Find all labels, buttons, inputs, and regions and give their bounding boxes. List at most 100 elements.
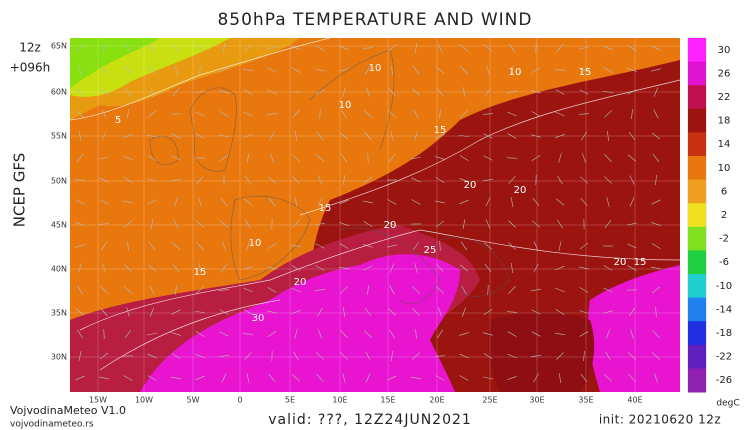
- wind-arrow: [99, 177, 109, 183]
- wind-arrow: [532, 220, 540, 228]
- wind-arrow: [124, 286, 132, 294]
- contour-label: 20: [514, 185, 527, 196]
- wind-arrow: [173, 219, 179, 229]
- wind-arrow: [75, 221, 85, 227]
- wind-arrow: [558, 153, 562, 163]
- contour-label: 20: [294, 277, 307, 288]
- wind-arrow: [102, 263, 106, 273]
- wind-arrow: [243, 89, 253, 95]
- lon-label: 10E: [332, 396, 347, 405]
- wind-arrow: [366, 87, 370, 97]
- wind-arrow: [171, 133, 181, 139]
- wind-arrow: [196, 175, 204, 185]
- wind-arrow: [76, 88, 84, 96]
- wind-arrow: [606, 329, 610, 339]
- wind-arrow: [463, 87, 465, 97]
- wind-arrow: [363, 176, 373, 184]
- wind-arrow: [196, 286, 204, 294]
- wind-arrow: [533, 373, 539, 383]
- wind-arrow: [435, 133, 445, 139]
- contour-label: 15: [434, 125, 447, 136]
- wind-arrow: [123, 375, 133, 381]
- wind-arrow: [510, 197, 514, 207]
- wind-arrow: [508, 242, 516, 250]
- wind-arrow: [411, 376, 421, 380]
- lat-label: 30N: [51, 353, 67, 362]
- wind-arrow: [172, 242, 180, 250]
- wind-arrow: [101, 131, 107, 141]
- wind-arrow: [411, 177, 421, 183]
- wind-arrow: [387, 244, 397, 248]
- wind-arrow: [411, 156, 421, 160]
- wind-arrow: [557, 219, 563, 229]
- wind-arrow: [531, 331, 541, 337]
- lat-label: 45N: [51, 221, 67, 230]
- colorbar-unit: degC: [716, 399, 739, 409]
- wind-arrow: [339, 222, 349, 226]
- wind-arrow: [340, 330, 348, 338]
- wind-arrow: [629, 175, 635, 185]
- wind-arrow: [413, 131, 419, 141]
- wind-arrow: [339, 267, 349, 269]
- wind-arrow: [101, 109, 107, 119]
- colorbar-tick-label: 2: [721, 210, 727, 221]
- wind-arrow: [174, 65, 178, 75]
- wind-arrow: [388, 153, 396, 163]
- wind-arrow: [483, 309, 493, 315]
- wind-arrow: [290, 245, 302, 247]
- wind-arrow: [485, 219, 491, 229]
- wind-arrow: [412, 352, 420, 360]
- valid-time: valid: ???, 12Z24JUN2021: [268, 412, 472, 428]
- wind-arrow: [607, 131, 609, 141]
- wind-arrow: [508, 176, 516, 184]
- lat-label: 60N: [51, 88, 67, 97]
- wind-arrow: [628, 374, 636, 382]
- wind-arrow: [219, 67, 229, 73]
- wind-arrow: [123, 201, 133, 203]
- wind-arrow: [244, 44, 252, 52]
- wind-arrow: [435, 200, 445, 204]
- wind-arrow: [243, 111, 253, 117]
- wind-arrow: [531, 67, 541, 73]
- wind-arrow: [76, 44, 84, 52]
- wind-arrow: [315, 89, 325, 95]
- wind-arrow: [655, 306, 657, 318]
- wind-arrow: [651, 286, 661, 294]
- wind-arrow: [242, 333, 254, 335]
- wind-arrow: [603, 374, 613, 382]
- wind-arrow: [315, 243, 325, 249]
- wind-arrow: [485, 87, 491, 97]
- wind-arrow: [267, 331, 277, 337]
- wind-arrow: [291, 287, 301, 293]
- wind-arrow: [245, 175, 251, 185]
- wind-arrow: [76, 154, 84, 162]
- wind-arrow: [342, 175, 346, 185]
- wind-arrow: [487, 284, 489, 296]
- wind-arrow: [123, 177, 133, 183]
- wind-arrow: [99, 156, 109, 160]
- wind-arrow: [412, 65, 420, 75]
- wind-arrow: [221, 263, 227, 273]
- wind-arrow: [603, 310, 613, 314]
- wind-arrow: [197, 43, 203, 53]
- wind-arrow: [387, 375, 397, 381]
- wind-arrow: [342, 373, 346, 383]
- wind-arrow: [436, 66, 444, 74]
- wind-arrow: [294, 197, 298, 207]
- wind-arrow: [292, 176, 300, 184]
- wind-arrow: [367, 284, 369, 296]
- wind-arrow: [171, 309, 181, 315]
- wind-arrow: [243, 309, 253, 315]
- wind-arrow: [606, 197, 610, 207]
- wind-arrow: [627, 222, 637, 226]
- wind-arrow: [123, 133, 133, 139]
- wind-arrow: [579, 67, 589, 73]
- wind-arrow: [389, 285, 395, 295]
- wind-arrow: [412, 308, 420, 316]
- wind-arrow: [195, 133, 205, 139]
- wind-arrow: [435, 156, 445, 160]
- wind-arrow: [314, 289, 326, 291]
- wind-arrow: [532, 197, 540, 207]
- wind-arrow: [604, 176, 612, 184]
